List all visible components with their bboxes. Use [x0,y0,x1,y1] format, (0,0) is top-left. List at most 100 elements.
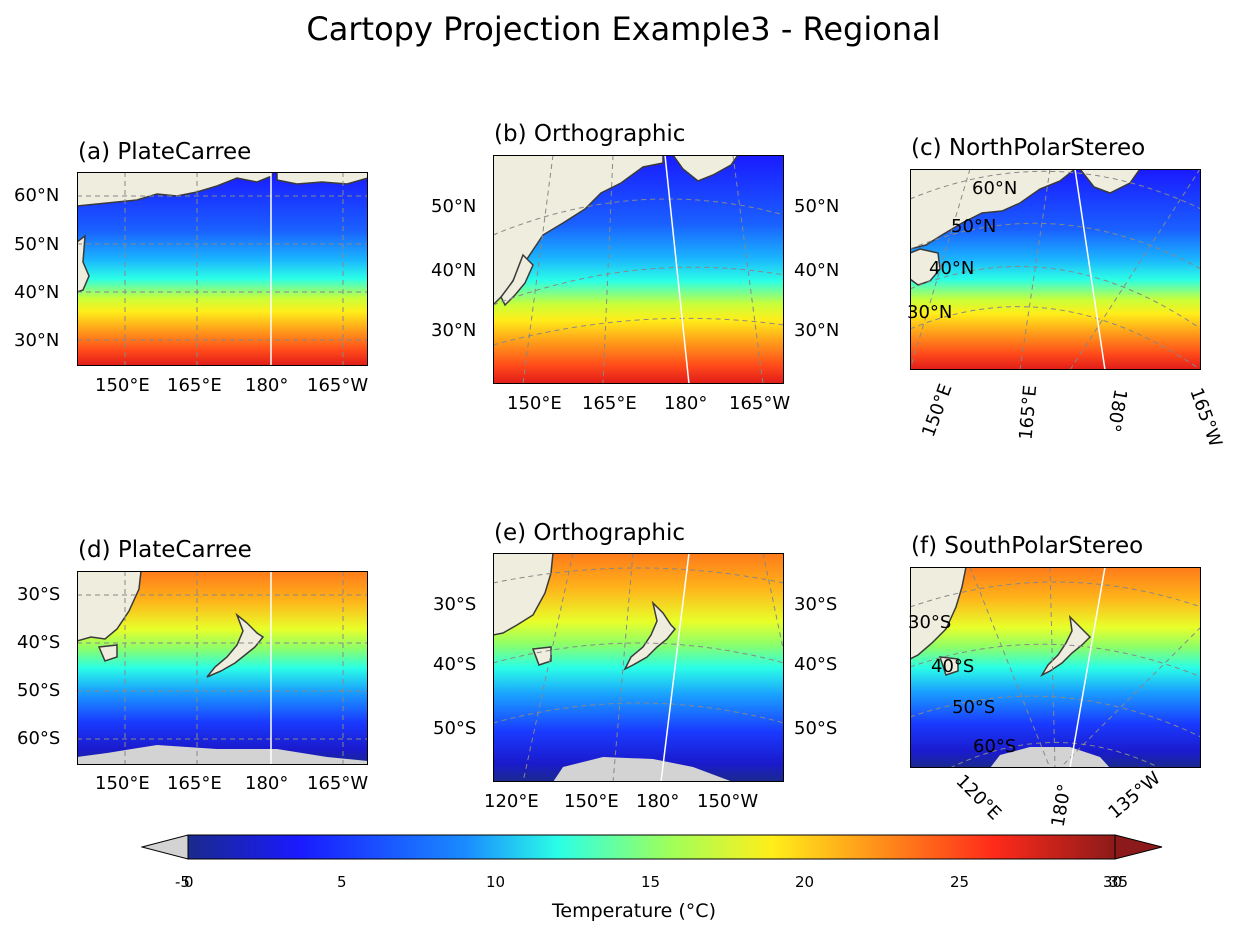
panel-e-lon-tick: 180° [636,791,680,812]
panel-b-title: (b) Orthographic [494,121,686,147]
panel-a-lon-tick: 150°E [95,375,150,396]
panel-f-lat-tick: 50°S [952,697,996,718]
panel-b-lon-tick: 180° [664,393,708,414]
panel-e-australia-land [493,553,554,636]
colorbar-tick: 15 [641,873,661,891]
panel-c-lon-tick: 165°E [1015,384,1042,441]
panel-b-lat-tick-right: 50°N [794,196,840,217]
panel-e-title: (e) Orthographic [494,520,685,546]
panel-d-map[interactable] [77,571,368,765]
panel-b-lat-tick: 50°N [431,196,477,217]
panel-e-antarctica-land [553,757,733,782]
panel-d-lon-tick: 165°W [307,773,369,794]
colorbar-tick: 35 [1109,873,1129,891]
panel-d-title: (d) PlateCarree [78,537,252,563]
panel-b-lon-tick: 150°E [507,393,562,414]
panel-e-dateline [660,553,690,782]
panel-b-lon-tick: 165°E [582,393,637,414]
colorbar-extend-low [141,834,189,860]
panel-a-title: (a) PlateCarree [78,139,252,165]
panel-d-lat-tick: 60°S [17,728,61,749]
panel-f-dateline [1069,567,1106,768]
panel-e-lat-tick: 40°S [433,654,477,675]
panel-d-lat-tick: 30°S [17,584,61,605]
panel-f-lat-tick: 30°S [908,612,952,633]
panel-a-lat-tick: 50°N [14,234,60,255]
panel-e-lon-tick: 150°E [564,791,619,812]
panel-a-lon-tick: 165°W [307,375,369,396]
panel-c-japan-land [910,248,941,286]
panel-d-lon-tick: 165°E [167,773,222,794]
panel-d-gridlines [77,571,368,765]
panel-c-lat-tick: 50°N [951,216,997,237]
panel-a-map[interactable] [77,172,368,366]
colorbar-tick: 5 [337,873,347,891]
panel-d-australia-land [77,571,142,642]
panel-e-lat-tick-right: 40°S [794,654,838,675]
panel-e-map[interactable] [493,553,784,782]
panel-f-lon-tick: 120°E [951,770,1006,825]
panel-e-gridlines [493,553,784,782]
panel-c-kamchatka-land [1079,169,1141,194]
panel-b-lat-tick: 40°N [431,260,477,281]
panel-b-kamchatka-land [672,155,739,182]
panel-b-gridlines [493,155,784,384]
panel-f-australia-land [910,567,967,660]
panel-d-new-zealand-land [206,612,265,678]
panel-e-lat-tick-right: 50°S [794,718,838,739]
panel-b-map[interactable] [493,155,784,384]
panel-e-lon-tick: 120°E [484,791,539,812]
panel-d-antarctica-land [77,745,368,765]
colorbar-tick: 30 [1103,873,1123,891]
panel-e-lat-tick: 50°S [433,718,477,739]
panel-e-lat-tick-right: 30°S [794,594,838,615]
panel-c-map[interactable] [910,169,1201,370]
panel-d-lon-tick: 180° [245,773,289,794]
panel-a-lat-tick: 30°N [14,330,60,351]
panel-a-lat-tick: 40°N [14,282,60,303]
colorbar-tick: 25 [950,873,970,891]
panel-c-asia-land [910,169,1077,250]
panel-d-tasmania-land [97,644,118,662]
panel-f-gridlines [910,567,1201,768]
panel-a-japan-land [77,234,90,293]
panel-a-lat-tick: 60°N [14,185,60,206]
panel-f-lon-tick: 180° [1047,782,1076,829]
panel-c-lat-tick: 30°N [907,302,953,323]
panel-c-lon-tick: 180° [1102,387,1131,434]
panel-c-gridlines [910,169,1201,370]
panel-b-dateline [664,155,690,384]
panel-f-map[interactable] [910,567,1201,768]
panel-a-asia-land [77,172,273,207]
colorbar [141,834,1163,860]
panel-f-lon-tick: 135°W [1104,767,1165,824]
panel-e-new-zealand-land [623,600,677,671]
panel-b-lat-tick-right: 30°N [794,320,840,341]
panel-d-lat-tick: 50°S [17,680,61,701]
panel-c-lon-tick: 165°W [1185,385,1226,450]
panel-b-lat-tick: 30°N [431,320,477,341]
panel-b-lon-tick: 165°W [729,393,791,414]
figure-title: Cartopy Projection Example3 - Regional [306,10,941,48]
panel-f-antarctica-land [990,747,1110,768]
panel-c-title: (c) NorthPolarStereo [911,135,1146,161]
panel-f-lat-tick: 40°S [931,656,975,677]
panel-d-lon-tick: 150°E [95,773,150,794]
panel-a-lon-tick: 165°E [167,375,222,396]
panel-c-lat-tick: 40°N [929,258,975,279]
colorbar-body [187,834,1116,860]
panel-e-tasmania-land [531,646,552,666]
panel-b-japan-land [500,253,534,307]
panel-f-title: (f) SouthPolarStereo [911,533,1144,559]
panel-e-lat-tick: 30°S [433,594,477,615]
colorbar-label: Temperature (°C) [552,900,716,922]
panel-a-lon-tick: 180° [245,375,289,396]
panel-c-dateline [1074,169,1106,370]
panel-b-lat-tick-right: 40°N [794,260,840,281]
panel-e-lon-tick: 150°W [697,791,759,812]
panel-a-gridlines [77,172,368,366]
panel-a-alaska-land [276,172,368,185]
colorbar-extend-high [1114,834,1163,860]
colorbar-tick: 10 [486,873,506,891]
colorbar-tick: 20 [795,873,815,891]
